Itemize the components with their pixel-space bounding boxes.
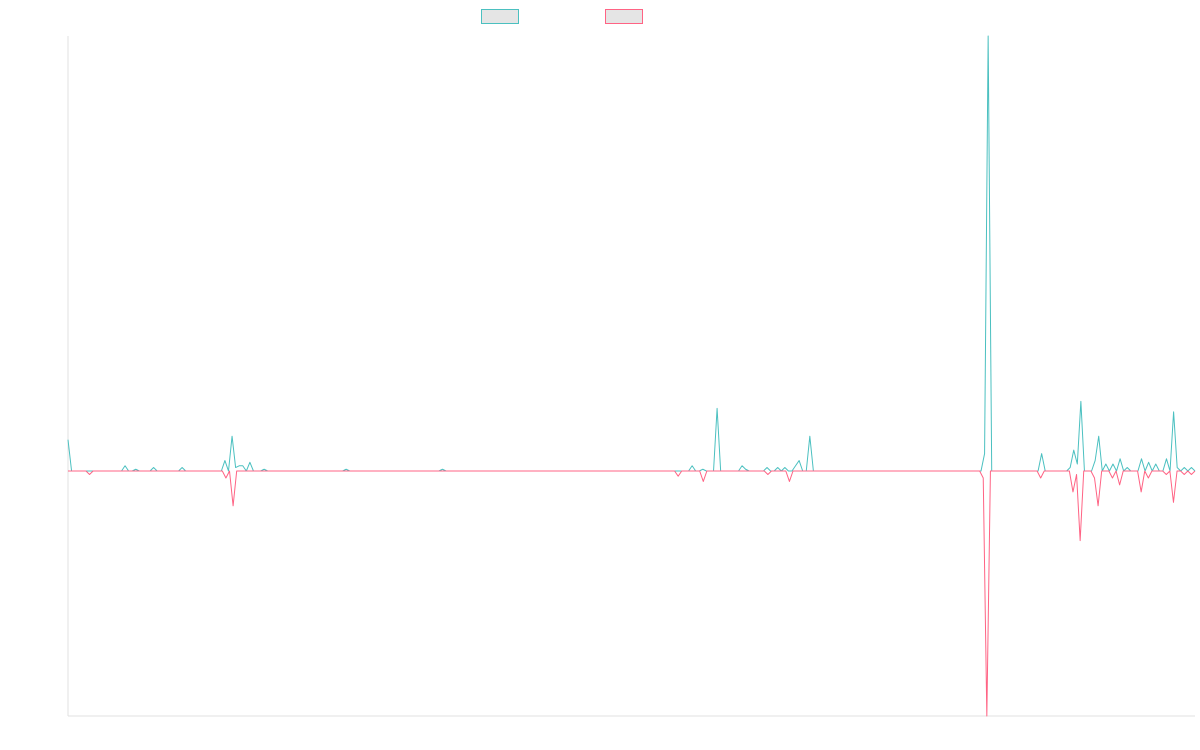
legend-swatch-series-1[interactable] <box>481 9 519 24</box>
chart-legend <box>0 9 1200 27</box>
series-1-line[interactable] <box>67 35 1196 472</box>
legend-swatch-series-2[interactable] <box>605 9 643 24</box>
series-2-line[interactable] <box>68 470 1196 717</box>
series-layer <box>67 35 1196 717</box>
